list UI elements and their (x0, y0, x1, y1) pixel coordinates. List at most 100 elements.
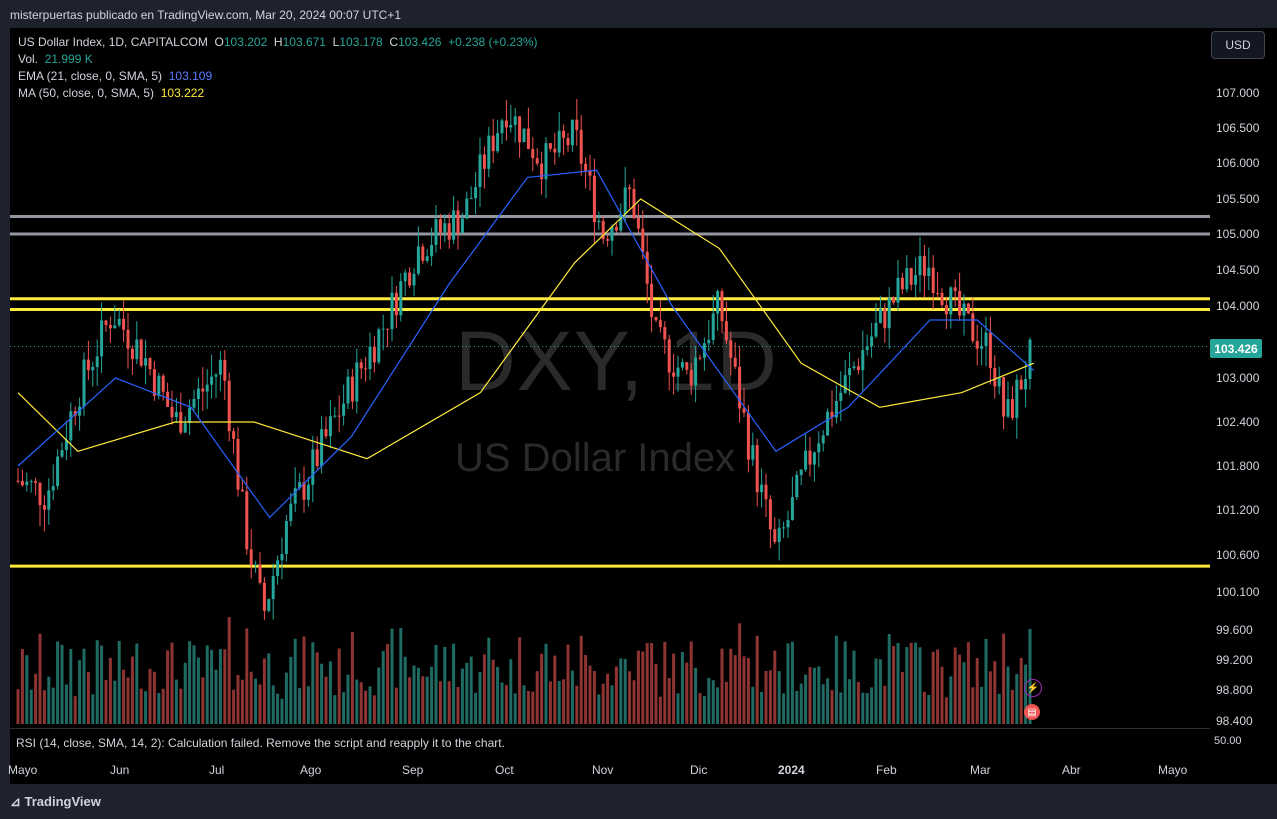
volume-bar (86, 671, 90, 724)
candle-body (157, 375, 161, 396)
candle-body (443, 223, 447, 233)
time-axis[interactable]: Mayo Jun Jul Ago Sep Oct Nov Dic 2024 Feb Mar Abr Ma… (8, 756, 1277, 784)
candle-body (544, 143, 548, 180)
volume-bar (258, 684, 262, 724)
currency-button[interactable]: USD (1211, 31, 1265, 59)
candle-body (804, 450, 808, 470)
candle-body (848, 368, 852, 376)
open-value: 103.202 (223, 35, 268, 49)
volume-bar (856, 682, 860, 724)
candle-body (786, 519, 790, 528)
volume-bar (276, 693, 280, 724)
us-flag-icon[interactable]: ▤ (1024, 704, 1040, 720)
price-tick: 101.800 (1216, 459, 1260, 473)
ma-label[interactable]: MA (50, close, 0, SMA, 5) (18, 86, 155, 100)
candle-body (601, 220, 605, 240)
price-tick: 101.200 (1216, 503, 1260, 517)
candle-body (746, 412, 750, 460)
candle-body (64, 440, 68, 451)
candle-body (1028, 339, 1032, 379)
lightning-icon[interactable]: ⚡ (1024, 679, 1042, 697)
volume-bar (91, 694, 95, 724)
volume-bar (650, 643, 654, 724)
candle-body (658, 320, 662, 328)
candle-body (953, 287, 957, 292)
volume-bar (548, 681, 552, 724)
volume-bar (658, 696, 662, 724)
volume-bar (865, 693, 869, 724)
candle-body (742, 408, 746, 413)
volume-label[interactable]: Vol. (18, 52, 39, 66)
volume-bar (566, 644, 570, 724)
rsi-pane[interactable]: RSI (14, close, SMA, 14, 2): Calculation… (10, 728, 1210, 757)
candle-body (487, 135, 491, 169)
price-tick: 102.400 (1216, 415, 1260, 429)
candle-body (614, 226, 618, 231)
legend-symbol[interactable]: US Dollar Index, 1D, CAPITALCOM (18, 35, 208, 49)
volume-bar (139, 688, 143, 724)
volume-bar (73, 696, 77, 724)
time-tick: Dic (690, 763, 708, 777)
volume-bar (777, 671, 781, 724)
candle-body (144, 358, 148, 366)
volume-bar (1002, 633, 1006, 724)
volume-bar (667, 677, 671, 724)
candle-body (777, 527, 781, 542)
candle-body (922, 255, 926, 276)
volume-bar (619, 658, 623, 724)
volume-bar (122, 669, 126, 724)
volume-bar (892, 646, 896, 724)
volume-bar (544, 643, 548, 724)
volume-bar (108, 657, 112, 724)
volume-bar (570, 670, 574, 724)
candle-body (394, 292, 398, 316)
volume-bar (284, 672, 288, 724)
volume-bar (557, 681, 561, 724)
candle-body (782, 527, 786, 529)
volume-bar (830, 690, 834, 724)
candle-body (896, 277, 900, 303)
volume-bar (152, 671, 156, 724)
candle-body (931, 267, 935, 293)
candle-body (892, 297, 896, 303)
volume-bar (843, 641, 847, 724)
candle-body (513, 116, 517, 125)
volume-bar (166, 650, 170, 724)
volume-bar (311, 642, 315, 724)
volume-bar (56, 641, 60, 724)
volume-bar (214, 669, 218, 724)
candle-body (333, 415, 337, 417)
volume-bar (821, 684, 825, 724)
volume-bar (597, 694, 601, 724)
open-label: O (214, 35, 224, 49)
volume-bar (1015, 674, 1019, 724)
candle-body (592, 175, 596, 223)
price-axis[interactable]: 107.000 106.500 106.000 105.500 105.000 104.5… (1210, 28, 1277, 756)
volume-bar (540, 653, 544, 724)
candle-body (355, 362, 359, 402)
candle-body (337, 415, 341, 417)
ema-label[interactable]: EMA (21, close, 0, SMA, 5) (18, 69, 163, 83)
candle-body (733, 357, 737, 367)
candle-body (1024, 378, 1028, 390)
volume-bar (249, 671, 253, 724)
candle-body (927, 267, 931, 276)
main-chart-pane[interactable]: DXY, 1D US Dollar Index ⚡ ▤ (10, 28, 1210, 728)
tradingview-logo[interactable]: ⊿ TradingView (10, 794, 101, 809)
volume-bar (522, 685, 526, 724)
volume-bar (592, 670, 596, 724)
volume-bar (716, 687, 720, 724)
candle-body (113, 325, 117, 329)
volume-bar (601, 683, 605, 724)
volume-bar (738, 623, 742, 724)
volume-bar (20, 648, 24, 724)
volume-bar (909, 642, 913, 724)
volume-bar (936, 649, 940, 724)
candle-body (460, 218, 464, 234)
candle-body (694, 357, 698, 386)
volume-bar (698, 693, 702, 724)
chart-canvas[interactable] (10, 28, 1210, 728)
candle-body (42, 505, 46, 510)
candle-body (267, 599, 271, 611)
current-price-label: 103.426 (1210, 339, 1262, 358)
